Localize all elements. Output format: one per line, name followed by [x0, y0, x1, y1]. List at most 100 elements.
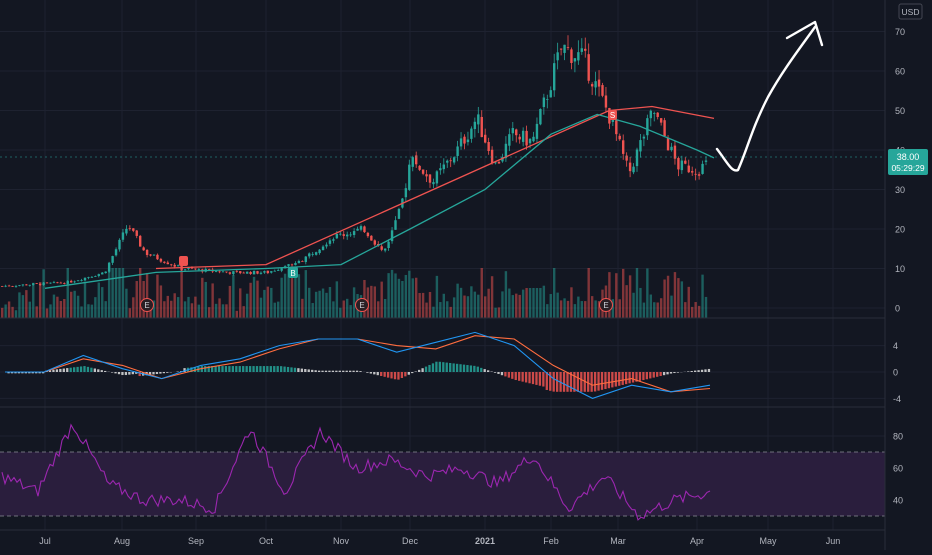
- volume-bar: [384, 299, 386, 318]
- macd-hist-bar: [594, 372, 596, 391]
- macd-hist-bar: [111, 372, 113, 373]
- candle: [246, 272, 248, 274]
- macd-hist-bar: [660, 372, 662, 376]
- time-tick-label: Sep: [188, 536, 204, 546]
- macd-hist-bar: [456, 364, 458, 372]
- candle: [80, 280, 82, 281]
- volume-bar: [505, 271, 507, 318]
- earnings-marker-label: E: [603, 301, 608, 310]
- volume-bar: [681, 281, 683, 318]
- candle: [615, 120, 617, 134]
- volume-bar: [267, 287, 269, 318]
- volume-bar: [122, 268, 124, 318]
- candle: [367, 233, 369, 236]
- volume-bar: [591, 296, 593, 318]
- volume-bar: [594, 300, 596, 318]
- volume-bar: [205, 282, 207, 318]
- macd-tick-label: 4: [893, 341, 898, 351]
- volume-bar: [239, 288, 241, 318]
- candle: [122, 232, 124, 239]
- macd-hist-bar: [318, 371, 320, 372]
- volume-bar: [94, 297, 96, 318]
- candle: [481, 117, 483, 137]
- macd-hist-bar: [653, 372, 655, 378]
- macd-hist-bar: [235, 366, 237, 372]
- macd-hist-bar: [66, 368, 68, 372]
- volume-bar: [374, 286, 376, 318]
- volume-bar: [563, 298, 565, 318]
- candle: [684, 161, 686, 164]
- candle: [667, 138, 669, 151]
- volume-bar: [446, 301, 448, 318]
- candle: [412, 157, 414, 167]
- volume-bar: [439, 302, 441, 318]
- earnings-marker-label: E: [359, 301, 364, 310]
- candle: [477, 114, 479, 124]
- candle: [463, 137, 465, 144]
- candle: [525, 131, 527, 146]
- price-tick-label: 60: [895, 67, 905, 77]
- volume-bar: [684, 302, 686, 318]
- candle: [160, 259, 162, 262]
- candle: [291, 264, 293, 265]
- volume-bar: [29, 302, 31, 318]
- candle: [94, 276, 96, 277]
- candle: [177, 265, 179, 266]
- candle: [73, 281, 75, 282]
- volume-bar: [253, 277, 255, 318]
- macd-hist-bar: [418, 370, 420, 372]
- candle: [277, 270, 279, 271]
- volume-bar: [636, 268, 638, 318]
- candle: [25, 284, 27, 285]
- candle: [346, 235, 348, 237]
- macd-hist-bar: [266, 366, 268, 372]
- time-tick-label: Apr: [690, 536, 704, 546]
- macd-hist-bar: [97, 369, 99, 372]
- macd-hist-bar: [508, 372, 510, 378]
- candle: [308, 253, 310, 256]
- macd-hist-bar: [449, 363, 451, 372]
- macd-hist-bar: [377, 372, 379, 375]
- volume-bar: [108, 268, 110, 318]
- candle: [508, 134, 510, 146]
- volume-bar: [560, 300, 562, 318]
- macd-hist-bar: [218, 366, 220, 372]
- volume-bar: [519, 295, 521, 318]
- candle: [46, 283, 48, 284]
- volume-bar: [349, 305, 351, 318]
- macd-hist-bar: [390, 372, 392, 378]
- macd-hist-bar: [87, 367, 89, 372]
- volume-bar: [125, 289, 127, 318]
- volume-bar: [170, 301, 172, 318]
- macd-hist-bar: [404, 372, 406, 376]
- macd-tick-label: -4: [893, 394, 901, 404]
- macd-hist-bar: [335, 371, 337, 372]
- candle: [280, 268, 282, 270]
- volume-bar: [477, 295, 479, 318]
- macd-hist-bar: [294, 368, 296, 372]
- macd-hist-bar: [352, 371, 354, 372]
- candle: [498, 162, 500, 164]
- macd-hist-bar: [273, 366, 275, 372]
- currency-badge[interactable]: USD: [899, 4, 922, 19]
- candle: [294, 263, 296, 265]
- candle: [260, 273, 262, 274]
- volume-bar: [512, 295, 514, 318]
- macd-hist-bar: [408, 372, 410, 375]
- macd-hist-bar: [308, 369, 310, 372]
- candle: [253, 271, 255, 274]
- time-tick-label: Dec: [402, 536, 419, 546]
- volume-bar: [436, 276, 438, 318]
- macd-hist-bar: [618, 372, 620, 386]
- macd-hist-bar: [704, 369, 706, 372]
- volume-bar: [53, 295, 55, 318]
- macd-hist-bar: [397, 372, 399, 380]
- candle: [467, 140, 469, 143]
- candle: [432, 182, 434, 184]
- candle: [384, 249, 386, 251]
- macd-hist-bar: [428, 365, 430, 372]
- candle: [405, 188, 407, 197]
- macd-hist-bar: [259, 366, 261, 372]
